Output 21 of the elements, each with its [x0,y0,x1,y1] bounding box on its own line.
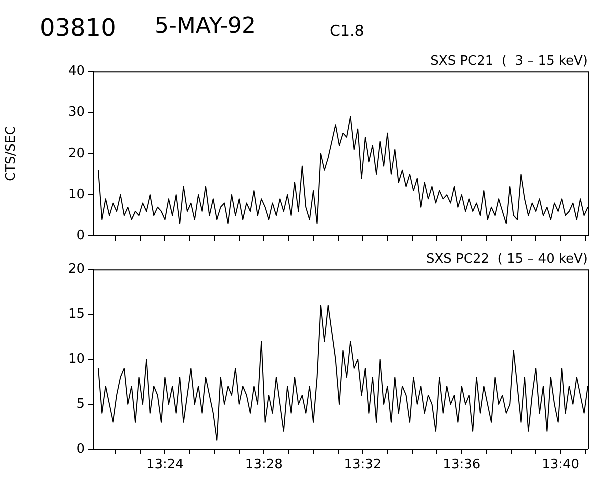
y-tick-label: 0 [76,228,85,244]
y-tick-label: 30 [68,105,85,120]
x-tick-label: 13:36 [443,458,481,473]
text: 5-MAY-92 [155,14,256,39]
y-tick-label: 5 [76,396,85,412]
x-tick-label: 13:32 [344,458,382,473]
chart-title: SXS PC21 ( 3 – 15 keV) [430,54,588,70]
y-axis-title: CTS/SEC [4,126,20,182]
x-tick-label: 13:40 [542,458,580,473]
x-tick-label: 13:28 [245,458,283,473]
text: C1.8 [330,22,364,40]
y-tick-label: 40 [68,64,85,79]
y-tick-label: 10 [68,187,85,202]
y-tick-label: 10 [68,352,85,367]
chart-title: SXS PC22 ( 15 – 40 keV) [426,252,588,268]
y-tick-label: 0 [76,442,85,457]
text: 03810 [40,14,116,42]
y-tick-label: 20 [68,262,85,277]
y-tick-label: 15 [68,306,85,322]
y-tick-label: 20 [68,146,85,162]
x-tick-label: 13:24 [146,458,184,473]
